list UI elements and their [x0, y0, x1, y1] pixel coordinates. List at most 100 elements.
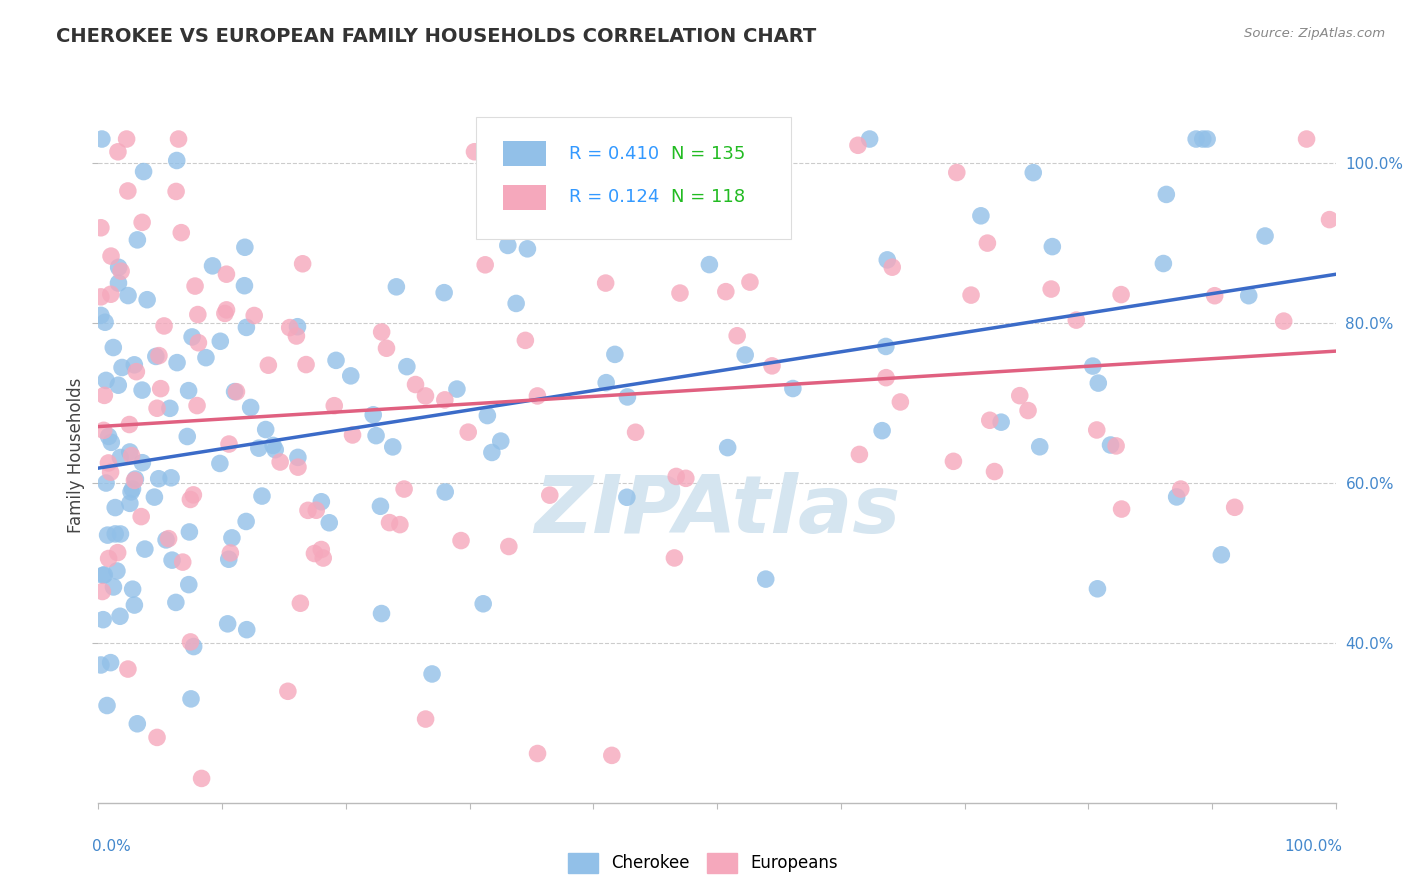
- Point: [664, 551, 686, 566]
- Point: [295, 358, 318, 372]
- Point: [882, 260, 904, 275]
- Point: [738, 275, 761, 289]
- Point: [94, 373, 117, 387]
- Point: [143, 490, 166, 504]
- Point: [167, 132, 190, 146]
- Point: [616, 390, 638, 404]
- Bar: [503, 142, 547, 166]
- Point: [91, 584, 114, 599]
- Point: [131, 456, 153, 470]
- Point: [1272, 314, 1295, 328]
- Point: [420, 667, 443, 681]
- Point: [311, 494, 333, 508]
- Point: [1111, 502, 1133, 516]
- Point: [616, 490, 638, 504]
- Point: [108, 609, 131, 624]
- Text: ZIPAtlas: ZIPAtlas: [534, 472, 900, 549]
- Point: [342, 428, 364, 442]
- Point: [194, 351, 217, 365]
- Point: [160, 471, 183, 485]
- Text: 100.0%: 100.0%: [1284, 838, 1341, 854]
- Point: [262, 438, 284, 452]
- Point: [257, 358, 280, 372]
- Point: [498, 540, 520, 554]
- Point: [859, 132, 882, 146]
- Point: [264, 442, 287, 457]
- Point: [215, 302, 238, 317]
- Bar: [503, 186, 547, 210]
- Point: [875, 339, 897, 353]
- Point: [364, 428, 387, 442]
- Point: [979, 413, 1001, 427]
- Point: [124, 358, 146, 372]
- Point: [233, 278, 256, 293]
- Point: [1022, 166, 1045, 180]
- Point: [97, 429, 120, 443]
- Point: [763, 215, 786, 229]
- Point: [846, 138, 869, 153]
- Point: [734, 348, 756, 362]
- Point: [97, 551, 120, 566]
- Point: [96, 698, 118, 713]
- Point: [287, 460, 309, 475]
- Point: [325, 353, 347, 368]
- Point: [378, 516, 401, 530]
- Point: [496, 238, 519, 252]
- Point: [100, 435, 122, 450]
- Point: [1081, 359, 1104, 373]
- Point: [1152, 256, 1174, 270]
- Point: [1170, 482, 1192, 496]
- Point: [179, 492, 201, 507]
- Point: [515, 334, 537, 348]
- Point: [291, 257, 314, 271]
- Point: [103, 580, 125, 594]
- Point: [1211, 548, 1233, 562]
- Point: [215, 267, 238, 281]
- Point: [124, 598, 146, 612]
- Point: [177, 384, 200, 398]
- Point: [942, 454, 965, 468]
- Point: [489, 434, 512, 449]
- Point: [714, 285, 737, 299]
- Point: [218, 552, 240, 566]
- Point: [1087, 376, 1109, 390]
- Point: [247, 441, 270, 455]
- Point: [218, 437, 240, 451]
- Point: [782, 382, 804, 396]
- Point: [217, 616, 239, 631]
- Point: [361, 408, 384, 422]
- Point: [97, 456, 120, 470]
- Point: [148, 472, 170, 486]
- Point: [225, 384, 247, 399]
- Point: [1085, 423, 1108, 437]
- Point: [107, 276, 129, 290]
- Point: [129, 509, 152, 524]
- Point: [121, 449, 143, 463]
- Point: [105, 564, 128, 578]
- Point: [100, 656, 122, 670]
- Point: [675, 471, 697, 485]
- Point: [1237, 288, 1260, 302]
- Point: [370, 500, 392, 514]
- Point: [155, 533, 177, 547]
- Point: [1087, 582, 1109, 596]
- Point: [127, 233, 149, 247]
- Point: [505, 296, 527, 310]
- Point: [526, 389, 548, 403]
- Point: [118, 496, 141, 510]
- Point: [277, 684, 299, 698]
- Point: [115, 132, 138, 146]
- Point: [976, 236, 998, 251]
- Point: [121, 582, 143, 597]
- Point: [90, 290, 112, 304]
- Point: [477, 409, 499, 423]
- Point: [1254, 229, 1277, 244]
- Point: [1064, 313, 1087, 327]
- Point: [472, 597, 495, 611]
- Point: [287, 319, 309, 334]
- Point: [118, 417, 141, 432]
- Point: [311, 542, 333, 557]
- Point: [876, 252, 898, 267]
- Point: [385, 280, 408, 294]
- Point: [392, 482, 415, 496]
